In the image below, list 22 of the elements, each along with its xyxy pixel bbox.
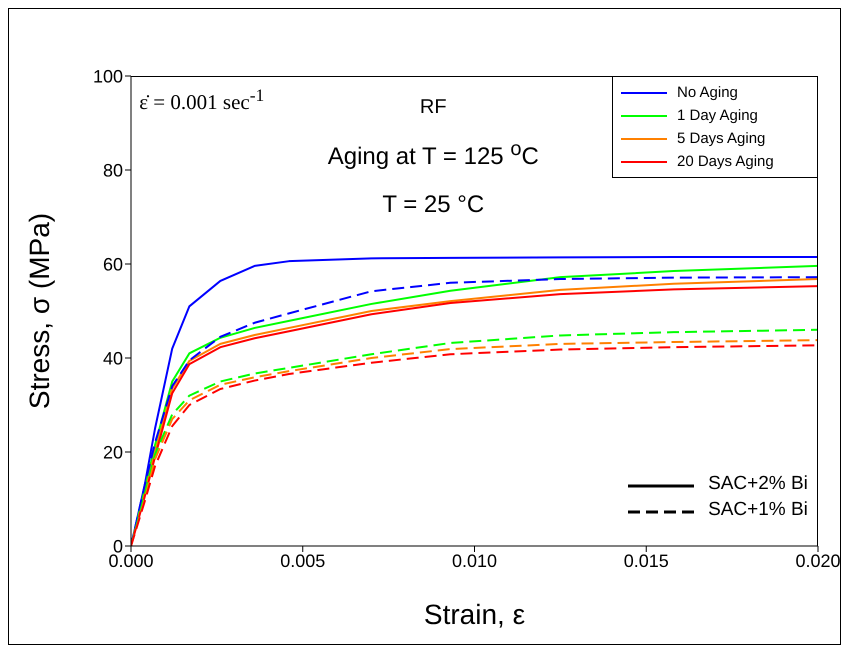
figure-frame: 0.000 0.005 0.010 0.015 0.020 Strain, ε 0 20 40 60 80 100 Stress, σ (MPa) No Aging 1 Day Aging 5 Days Aging 20 Days Aging ε̇ = 0.001 sec$^{-1}$ RF Aging at T = 125 $^{o}$C T = 25 °C SAC+2% Bi SAC+1% Bi: [8, 8, 841, 645]
x-tick-label: 0.010: [452, 550, 498, 571]
y-tick-label: 60: [102, 254, 123, 274]
x-tick-label: 0.005: [280, 550, 326, 571]
y-tick-label: 80: [102, 160, 123, 180]
legend-label: 20 Days Aging: [677, 153, 774, 170]
x-tick-label: 0.020: [795, 550, 841, 571]
legend-label: 1 Day Aging: [677, 107, 758, 124]
y-tick-label: 100: [92, 66, 123, 86]
annotation: ε̇ = 0.001 sec$^{-1}$: [139, 85, 264, 114]
y-axis-title: Stress, σ (MPa): [24, 212, 55, 410]
x-axis-title: Strain, ε: [424, 598, 526, 630]
annotation: Aging at T = 125 $^{o}$C: [328, 138, 539, 170]
x-tick-label: 0.015: [624, 550, 669, 571]
annotation: SAC+2% Bi: [708, 473, 808, 494]
y-tick-label: 20: [102, 442, 123, 462]
legend-label: 5 Days Aging: [677, 130, 766, 147]
annotation: T = 25 °C: [382, 191, 484, 218]
annotation: RF: [420, 96, 447, 118]
legend-label: No Aging: [677, 84, 738, 101]
y-tick-label: 40: [102, 348, 123, 368]
annotation: SAC+1% Bi: [708, 499, 808, 520]
